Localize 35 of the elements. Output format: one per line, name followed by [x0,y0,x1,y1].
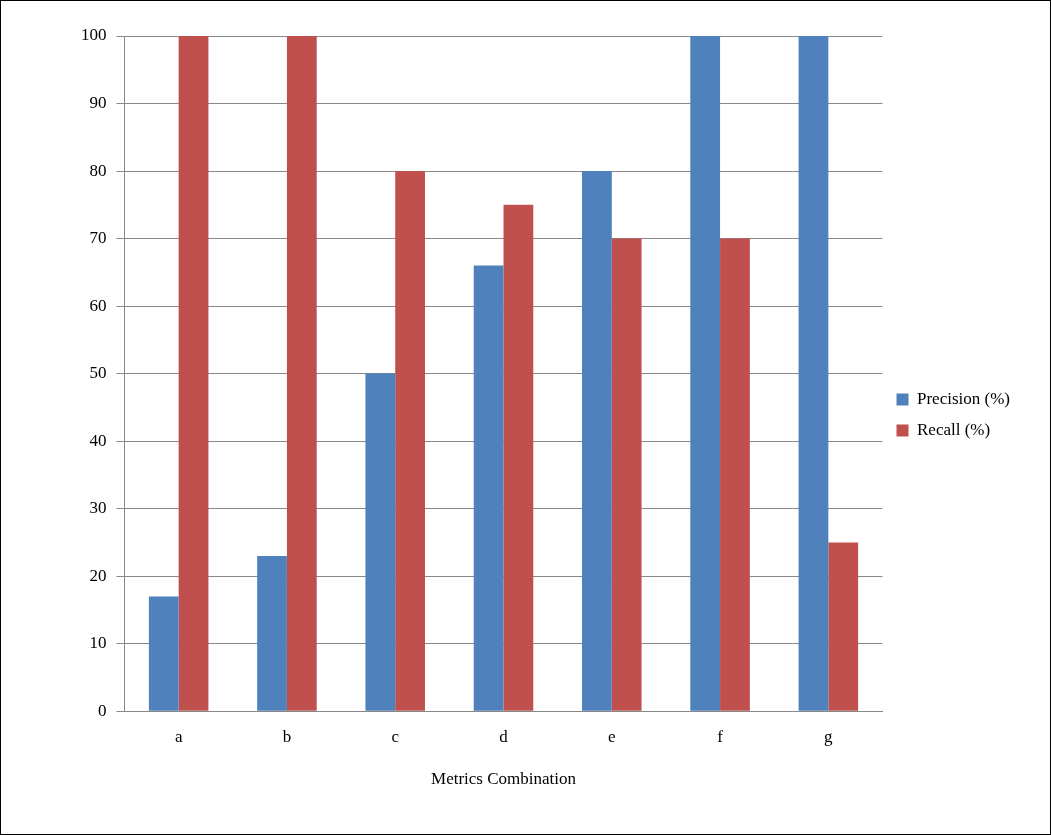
bar [395,171,425,711]
y-tick-label: 60 [89,295,107,315]
legend-label: Recall (%) [917,419,991,439]
bar [148,596,179,711]
x-tick-label: d [499,726,509,746]
bar [365,373,396,711]
y-tick-label: 50 [89,363,107,383]
x-tick-label: f [717,726,724,746]
bar [798,36,829,711]
x-tick-label: c [391,726,400,746]
y-tick-label: 20 [89,565,107,585]
bar [257,555,287,711]
legend-label: Precision (%) [917,388,1011,408]
bar [582,171,612,711]
y-tick-label: 10 [89,633,107,653]
y-tick-label: 70 [89,228,107,248]
x-axis-title: Metrics Combination [431,769,577,789]
bar [828,542,859,711]
y-tick-label: 0 [98,700,107,720]
bar [178,36,209,711]
x-tick-label: a [174,726,183,746]
bar [720,238,750,711]
x-tick-label: e [608,726,616,746]
bar [286,36,317,711]
y-tick-label: 30 [89,498,107,518]
y-tick-label: 100 [81,25,107,45]
y-tick-label: 40 [89,430,107,450]
y-tick-label: 90 [89,92,107,112]
bar [503,204,534,711]
bar [611,238,642,711]
y-tick-label: 80 [89,160,107,180]
x-tick-label: g [824,726,834,746]
x-tick-label: b [282,726,292,746]
bar [690,36,721,711]
bar [473,265,504,711]
